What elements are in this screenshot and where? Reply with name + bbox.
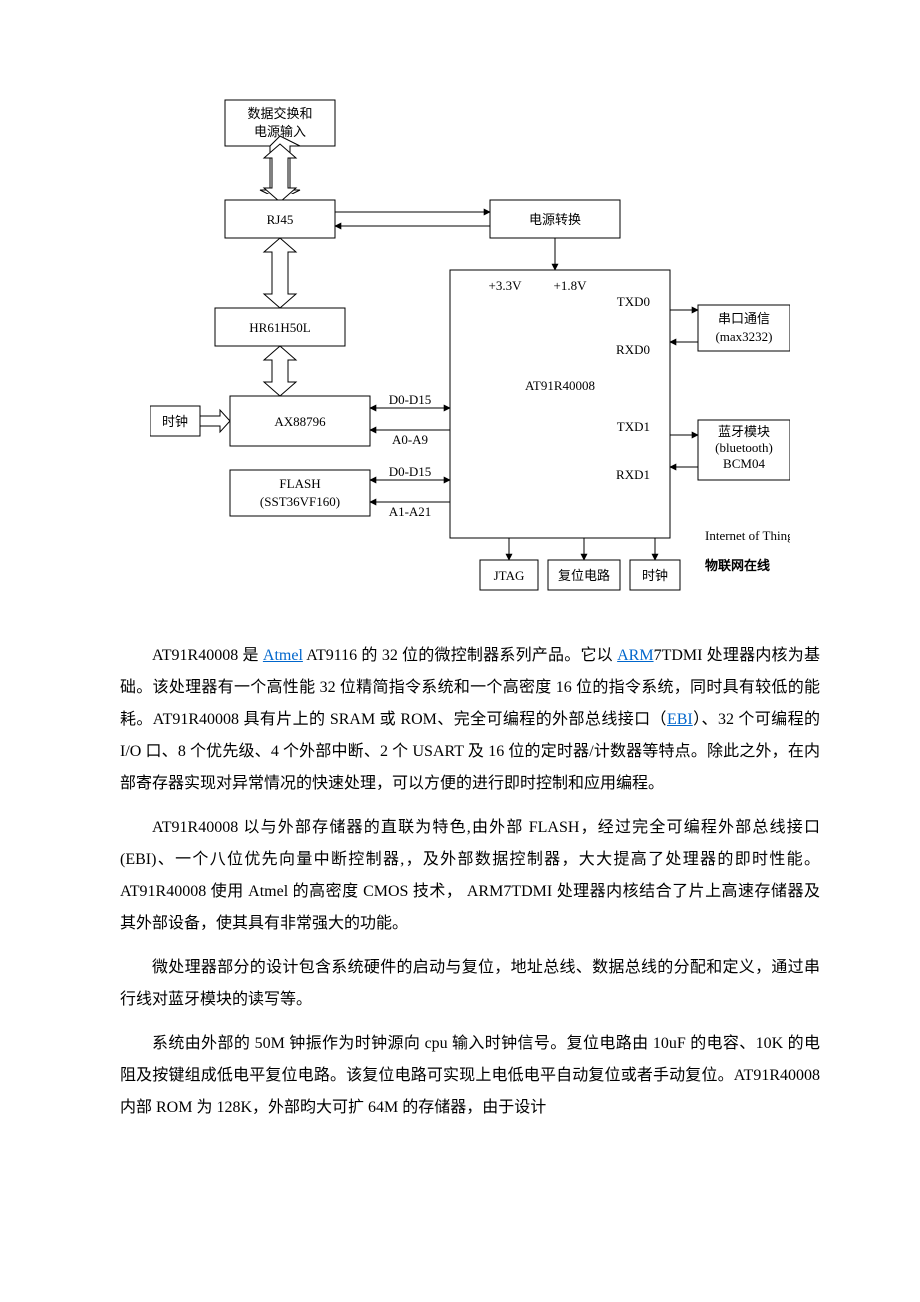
paragraph-4: 系统由外部的 50M 钟振作为时钟源向 cpu 输入时钟信号。复位电路由 10u… <box>120 1028 820 1124</box>
label-txd0: TXD0 <box>617 294 650 309</box>
label-bt-1: 蓝牙模块 <box>718 424 770 439</box>
p1-seg2: AT9116 的 32 位的微控制器系列产品。它以 <box>303 647 617 664</box>
label-jtag: JTAG <box>494 568 525 583</box>
paragraph-1: AT91R40008 是 Atmel AT9116 的 32 位的微控制器系列产… <box>120 640 820 800</box>
label-mcu-v2: +1.8V <box>554 278 588 293</box>
watermark-line2: 物联网在线 <box>705 558 770 573</box>
label-bt-2: (bluetooth) <box>715 440 773 455</box>
label-mcu-v1: +3.3V <box>489 278 523 293</box>
block-diagram: 数据交换和 电源输入 RJ45 电源转换 HR61H50L 时钟 <box>150 90 790 610</box>
link-atmel[interactable]: Atmel <box>263 647 303 664</box>
label-hr61: HR61H50L <box>249 320 310 335</box>
label-serial-1: 串口通信 <box>718 311 770 326</box>
watermark-line1: Internet of Things Online <box>705 528 790 543</box>
node-mcu <box>450 270 670 538</box>
label-d0d15-2: D0-D15 <box>389 464 432 479</box>
label-a1a21: A1-A21 <box>389 504 432 519</box>
label-bt-3: BCM04 <box>723 456 765 471</box>
label-rxd0: RXD0 <box>616 342 650 357</box>
label-rxd1: RXD1 <box>616 467 650 482</box>
label-txd1: TXD1 <box>617 419 650 434</box>
label-flash-2: (SST36VF160) <box>260 494 340 509</box>
label-clock-bottom: 时钟 <box>642 568 668 583</box>
label-power-conv: 电源转换 <box>529 212 581 227</box>
label-rj45: RJ45 <box>267 212 294 227</box>
label-ax88796: AX88796 <box>274 414 326 429</box>
link-arm[interactable]: ARM <box>617 647 653 664</box>
label-reset: 复位电路 <box>558 568 610 583</box>
link-ebi[interactable]: EBI <box>667 711 693 728</box>
paragraph-2: AT91R40008 以与外部存储器的直联为特色,由外部 FLASH，经过完全可… <box>120 812 820 940</box>
p1-seg1: AT91R40008 是 <box>152 647 263 664</box>
label-mcu-center: AT91R40008 <box>525 378 595 393</box>
label-clock-left: 时钟 <box>162 414 188 429</box>
paragraph-3: 微处理器部分的设计包含系统硬件的启动与复位，地址总线、数据总线的分配和定义，通过… <box>120 952 820 1016</box>
label-flash-1: FLASH <box>279 476 320 491</box>
label-serial-2: (max3232) <box>715 329 772 344</box>
label-data-exchange-1: 数据交换和 <box>247 106 312 121</box>
label-a0a9: A0-A9 <box>392 432 428 447</box>
label-d0d15-1: D0-D15 <box>389 392 432 407</box>
